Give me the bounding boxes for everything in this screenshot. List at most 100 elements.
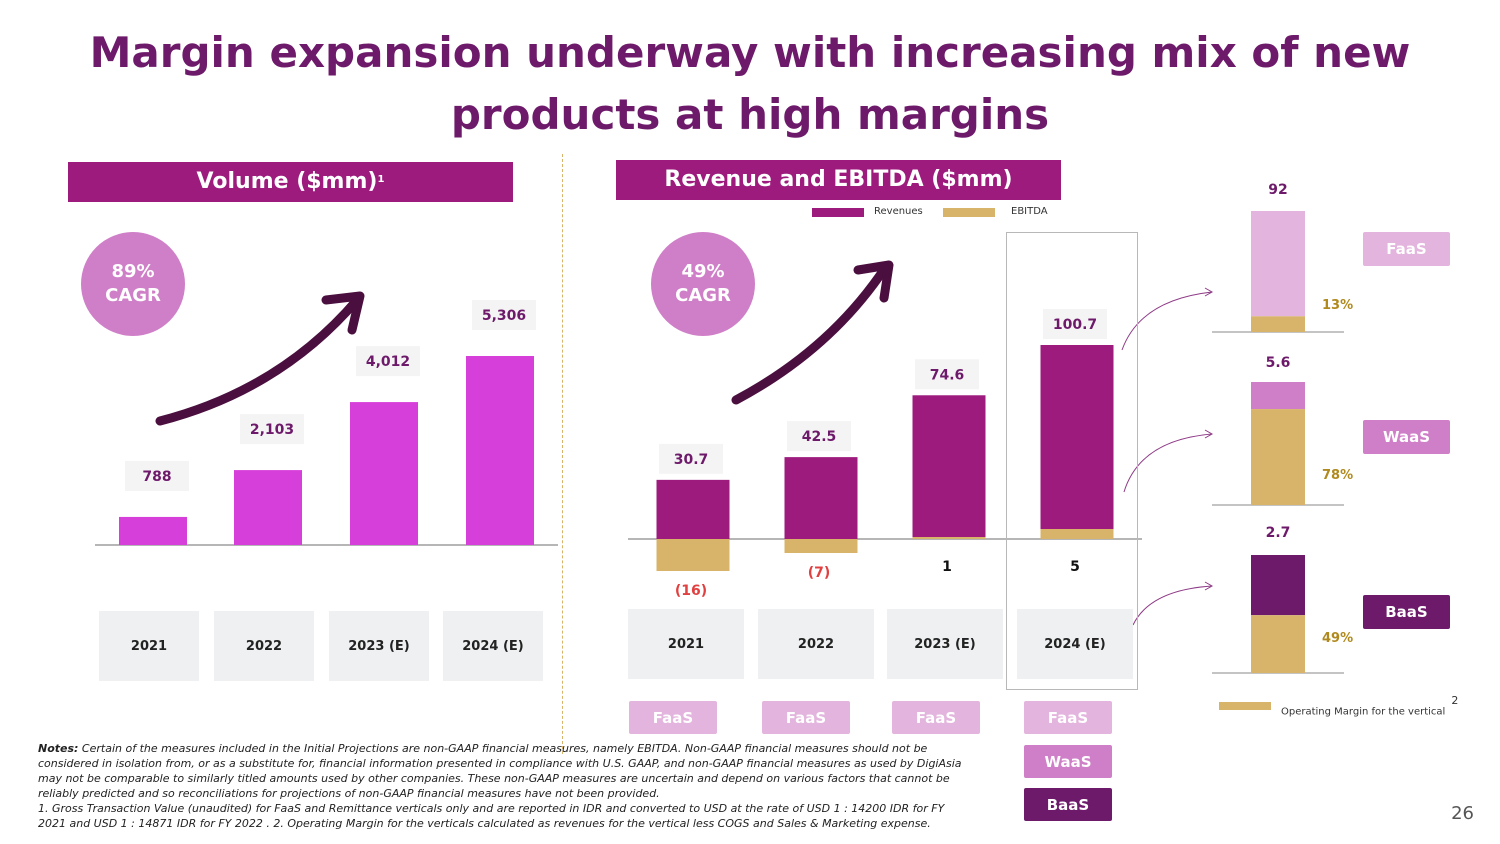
revenue-year-label: 2024 (E) [1044,636,1106,652]
vertical-pill-label: FaaS [1386,240,1427,258]
volume-value-label-bg [472,300,536,330]
volume-growth-arrow [155,295,362,426]
product-pill-2024-faas: FaaS [1024,701,1112,734]
revenue-banner: Revenue and EBITDA ($mm) [616,160,1061,200]
revenue-value-label-bg [787,421,851,452]
volume-cagr-label: CAGR [105,285,161,306]
revenue-cagr-value: 49% [681,261,725,282]
notes-text: Certain of the measures included in the … [38,742,962,800]
vertical-pill-label: WaaS [1382,428,1431,446]
panel-divider [562,154,563,754]
product-pill-label: WaaS [1044,752,1092,771]
vertical-revenue-bar [1251,211,1305,317]
volume-banner-footnote: 1 [377,174,385,185]
volume-banner-text: Volume ($mm) [196,169,378,194]
product-pill-2022-faas: FaaS [762,701,850,734]
ebitda-bar [656,539,730,571]
ebitda-value-label: 5 [1070,559,1080,575]
volume-year-label: 2022 [245,638,283,654]
vertical-margin-label: 78% [1322,468,1353,483]
revenue-value-label-bg [1043,309,1107,339]
volume-year-2022: 2022 [214,611,314,681]
margin-legend-swatch [1219,702,1271,710]
revenue-bar [912,395,986,539]
revenue-growth-arrow-head [853,260,894,303]
margin-legend-text: Operating Margin for the vertical [1281,706,1446,718]
revenue-year-label: 2022 [797,636,835,652]
vertical-pill-label: BaaS [1385,603,1428,621]
volume-value-label: 5,306 [482,308,526,324]
volume-value-label: 4,012 [366,354,410,370]
ebitda-bar [1040,529,1114,539]
revenue-value-label-bg [915,359,979,390]
ebitda-bar [912,537,986,539]
vertical-margin-label: 13% [1322,298,1353,313]
footnotes: Notes: Certain of the measures included … [38,741,968,831]
volume-year-2023: 2023 (E) [329,611,429,681]
product-pill-label: FaaS [652,708,694,727]
revenue-value-label: 30.7 [674,452,709,468]
volume-year-2024: 2024 (E) [443,611,543,681]
product-pill-label: FaaS [785,708,827,727]
revenue-year-label: 2023 (E) [914,636,976,652]
revenue-cagr-label: CAGR [675,285,731,306]
revenue-value-label: 100.7 [1053,317,1097,333]
vertical-margin-bar [1251,615,1305,673]
volume-growth-arrow-head [321,291,365,335]
page-title: Margin expansion underway with increasin… [89,28,1411,139]
volume-year-2021: 2021 [99,611,199,681]
connector-arrowhead [1204,429,1214,439]
connector-line [1132,585,1213,626]
ebitda-value-label: (16) [675,583,707,599]
page-number: 26 [1451,803,1474,824]
vertical-pill-baas: BaaS [1363,595,1450,629]
margin-legend-footnote: 2 [1451,694,1459,707]
connector-line [1121,291,1213,351]
volume-cagr-badge: 89% CAGR [81,232,185,336]
legend-revenues-label: Revenues [874,206,923,217]
vertical-margin-bar [1251,316,1305,332]
volume-value-label-bg [356,346,420,377]
volume-cagr-value: 89% [111,261,155,282]
connector-arrowhead [1204,581,1214,591]
revenue-value-label: 74.6 [930,367,965,383]
product-pill-2024-baas: BaaS [1024,788,1112,821]
vertical-margin-label: 49% [1322,631,1353,646]
revenue-year-2021: 2021 [628,609,744,679]
highlight-2024-frame [1006,232,1138,690]
volume-value-label-bg [125,460,189,491]
vertical-pill-faas: FaaS [1363,232,1450,266]
notes-footnote-1: 1. Gross Transaction Value (unaudited) f… [38,802,945,830]
volume-year-label: 2021 [130,638,168,654]
vertical-value-label: 92 [1268,182,1287,198]
product-pill-2024-waas: WaaS [1024,745,1112,778]
volume-bar [119,516,187,545]
vertical-margin-bar [1251,409,1305,505]
volume-bar [466,356,534,545]
connector-line [1123,433,1213,493]
revenue-value-label-bg [659,443,723,474]
revenue-year-label: 2021 [667,636,705,652]
legend-ebitda-swatch [943,208,995,217]
volume-value-label-bg [240,414,304,445]
notes-label: Notes: [38,742,79,755]
product-pill-label: FaaS [1047,708,1089,727]
revenue-cagr-badge: 49% CAGR [651,232,755,336]
volume-banner: Volume ($mm)1 [68,162,513,202]
ebitda-value-label: 1 [942,559,952,575]
vertical-pill-waas: WaaS [1363,420,1450,454]
volume-year-label: 2023 (E) [348,638,410,654]
revenue-bar [784,457,858,539]
legend-ebitda-label: EBITDA [1011,206,1048,217]
volume-year-label: 2024 (E) [462,638,524,654]
ebitda-bar [784,539,858,553]
vertical-revenue-bar [1251,382,1305,410]
vertical-value-label: 5.6 [1266,355,1291,371]
revenue-bar [1040,345,1114,539]
revenue-year-2024: 2024 (E) [1017,609,1133,679]
revenue-banner-text: Revenue and EBITDA ($mm) [664,167,1013,192]
volume-value-label: 788 [142,469,171,485]
vertical-value-label: 2.7 [1266,525,1291,541]
vertical-revenue-bar [1251,555,1305,616]
